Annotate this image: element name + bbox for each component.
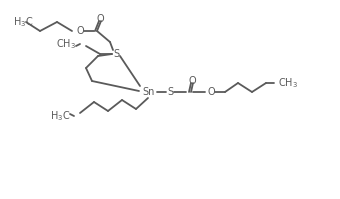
Text: H$_3$C: H$_3$C bbox=[50, 109, 70, 123]
Text: O: O bbox=[207, 87, 215, 97]
Text: O: O bbox=[96, 14, 104, 24]
Text: Sn: Sn bbox=[143, 87, 155, 97]
Text: S: S bbox=[167, 87, 173, 97]
Text: CH$_3$: CH$_3$ bbox=[56, 37, 76, 51]
Text: CH$_3$: CH$_3$ bbox=[278, 76, 298, 90]
Text: S: S bbox=[113, 49, 119, 59]
Text: H$_3$C: H$_3$C bbox=[13, 15, 33, 29]
Text: O: O bbox=[188, 76, 196, 86]
Text: O: O bbox=[76, 26, 84, 36]
